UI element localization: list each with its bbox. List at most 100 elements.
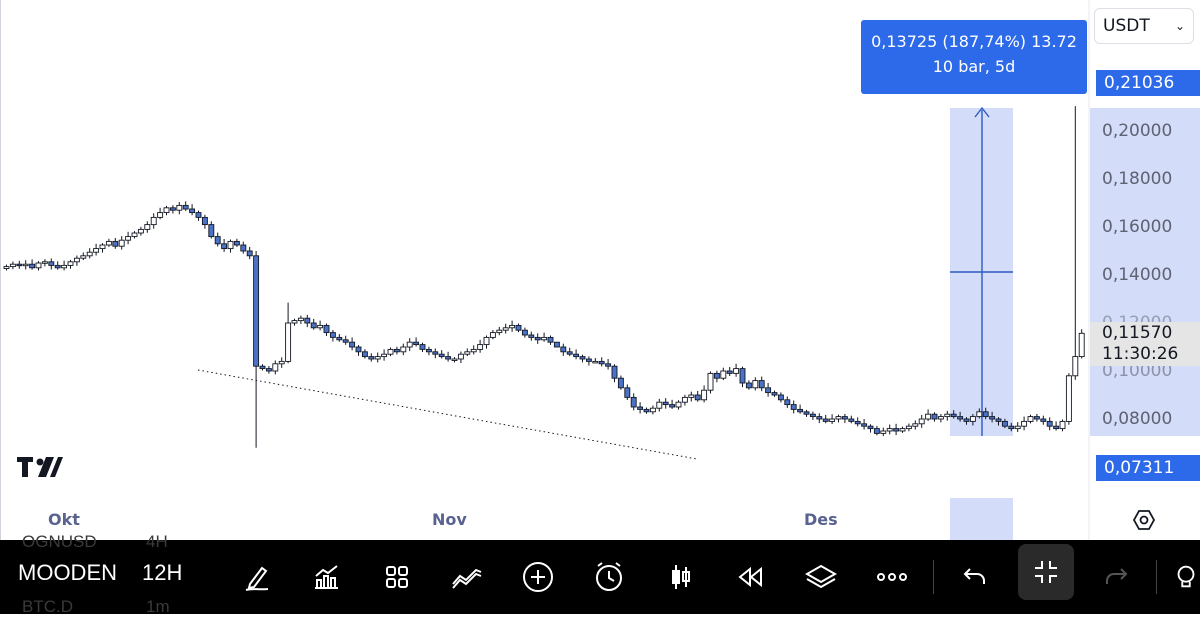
candle-body xyxy=(912,423,919,427)
candle-body xyxy=(566,351,573,355)
alarm-clock-icon[interactable] xyxy=(586,554,632,600)
candle-body xyxy=(784,399,791,406)
candle-body xyxy=(573,353,580,358)
candle-body xyxy=(336,336,343,341)
measure-time-highlight xyxy=(950,498,1013,540)
candle-body xyxy=(861,423,868,427)
candle-body xyxy=(592,360,599,364)
measure-axis-highlight xyxy=(1090,108,1200,436)
symbol-button[interactable]: MOODEN xyxy=(18,560,116,585)
candle-body xyxy=(758,380,765,389)
candle-body xyxy=(950,413,957,418)
candle-body xyxy=(144,224,151,230)
compare-icon[interactable] xyxy=(444,554,490,600)
candle-body xyxy=(905,425,912,430)
candle-body xyxy=(713,372,720,379)
candle-body xyxy=(918,418,925,425)
candle-body xyxy=(233,240,240,246)
bottom-toolbar: OGNUSD 4H BTC.D 1m MOODEN 12H xyxy=(0,532,1200,616)
redo-icon[interactable] xyxy=(1094,554,1140,600)
more-icon[interactable] xyxy=(869,554,915,600)
candle-body xyxy=(502,327,509,331)
candle-body xyxy=(777,394,784,401)
candle-body xyxy=(1046,420,1053,427)
idea-lightbulb-icon[interactable] xyxy=(1172,554,1200,600)
candle-body xyxy=(240,244,247,252)
candle-body xyxy=(86,251,93,257)
candle-body xyxy=(61,264,68,269)
ghost-interval-bottom: 1m xyxy=(146,597,170,616)
candle-body xyxy=(598,360,605,365)
ghost-symbol-top: OGNUSD xyxy=(22,532,97,551)
candle-body xyxy=(349,341,356,348)
x-tick-label: Okt xyxy=(48,510,80,529)
candle-body xyxy=(496,329,503,334)
candle-body xyxy=(841,416,848,420)
candle-body xyxy=(867,425,874,430)
candle-body xyxy=(342,339,349,343)
candle-body xyxy=(822,418,829,422)
candle-body xyxy=(317,324,324,329)
candle-body xyxy=(656,401,663,409)
candle-body xyxy=(265,368,272,372)
candle-body xyxy=(368,356,375,360)
candle-body xyxy=(854,420,861,425)
candle-body xyxy=(291,320,298,324)
candle-body xyxy=(541,336,548,341)
candle-body xyxy=(809,413,816,418)
candle-body xyxy=(797,408,804,413)
y-tick-label: 0,10000 xyxy=(1102,361,1173,381)
candle-body xyxy=(726,370,733,374)
candle-body xyxy=(93,248,100,253)
interval-button[interactable]: 12H xyxy=(142,560,183,585)
undo-icon[interactable] xyxy=(951,554,997,600)
candle-body xyxy=(22,263,29,267)
chart-area[interactable]: 0,20000 0,18000 0,16000 0,14000 0,12000 … xyxy=(0,0,1200,540)
candle-body xyxy=(534,336,541,341)
toolbar-divider xyxy=(933,560,934,594)
candle-body xyxy=(707,372,714,391)
candle-body xyxy=(515,324,522,331)
candle-body xyxy=(617,377,624,389)
candle-body xyxy=(1065,375,1072,422)
indicators-icon[interactable] xyxy=(303,554,349,600)
candle-body xyxy=(3,266,10,269)
y-tick-label: 0,08000 xyxy=(1102,409,1173,429)
candle-body xyxy=(976,411,983,418)
candle-body xyxy=(9,263,16,268)
candle-body xyxy=(393,348,400,353)
candle-body xyxy=(745,382,752,389)
y-tick-label: 0,16000 xyxy=(1102,217,1173,237)
candle-body xyxy=(48,261,55,266)
exit-fullscreen-icon[interactable] xyxy=(1018,544,1074,600)
layout-grid-icon[interactable] xyxy=(374,554,420,600)
candle-body xyxy=(611,365,618,379)
chart-settings-icon[interactable] xyxy=(1132,508,1156,532)
candle-body xyxy=(387,348,394,355)
drawing-pen-icon[interactable] xyxy=(234,554,280,600)
candle-body xyxy=(227,240,234,250)
candle-body xyxy=(131,232,138,238)
currency-select[interactable]: USDT ⌄ xyxy=(1094,8,1194,44)
candle-body xyxy=(54,264,61,269)
candle-body xyxy=(329,332,336,338)
replay-rewind-icon[interactable] xyxy=(728,554,774,600)
candle-body xyxy=(73,257,80,263)
candle-body xyxy=(221,243,228,250)
candle-body xyxy=(80,255,87,259)
candle-body xyxy=(67,261,74,266)
add-plus-icon[interactable] xyxy=(515,554,561,600)
layers-icon[interactable] xyxy=(798,554,844,600)
candle-body xyxy=(1059,420,1066,430)
candlestick-icon[interactable] xyxy=(658,554,704,600)
bar-countdown: 11:30:26 xyxy=(1102,344,1179,364)
candle-body xyxy=(835,416,842,420)
candle-body xyxy=(925,413,932,420)
candle-body xyxy=(873,428,880,434)
candle-body xyxy=(201,216,208,226)
candle-body xyxy=(937,416,944,420)
candle-body xyxy=(963,418,970,422)
candle-body xyxy=(1027,416,1034,422)
candle-body xyxy=(790,404,797,410)
price-chart[interactable] xyxy=(0,0,1200,540)
